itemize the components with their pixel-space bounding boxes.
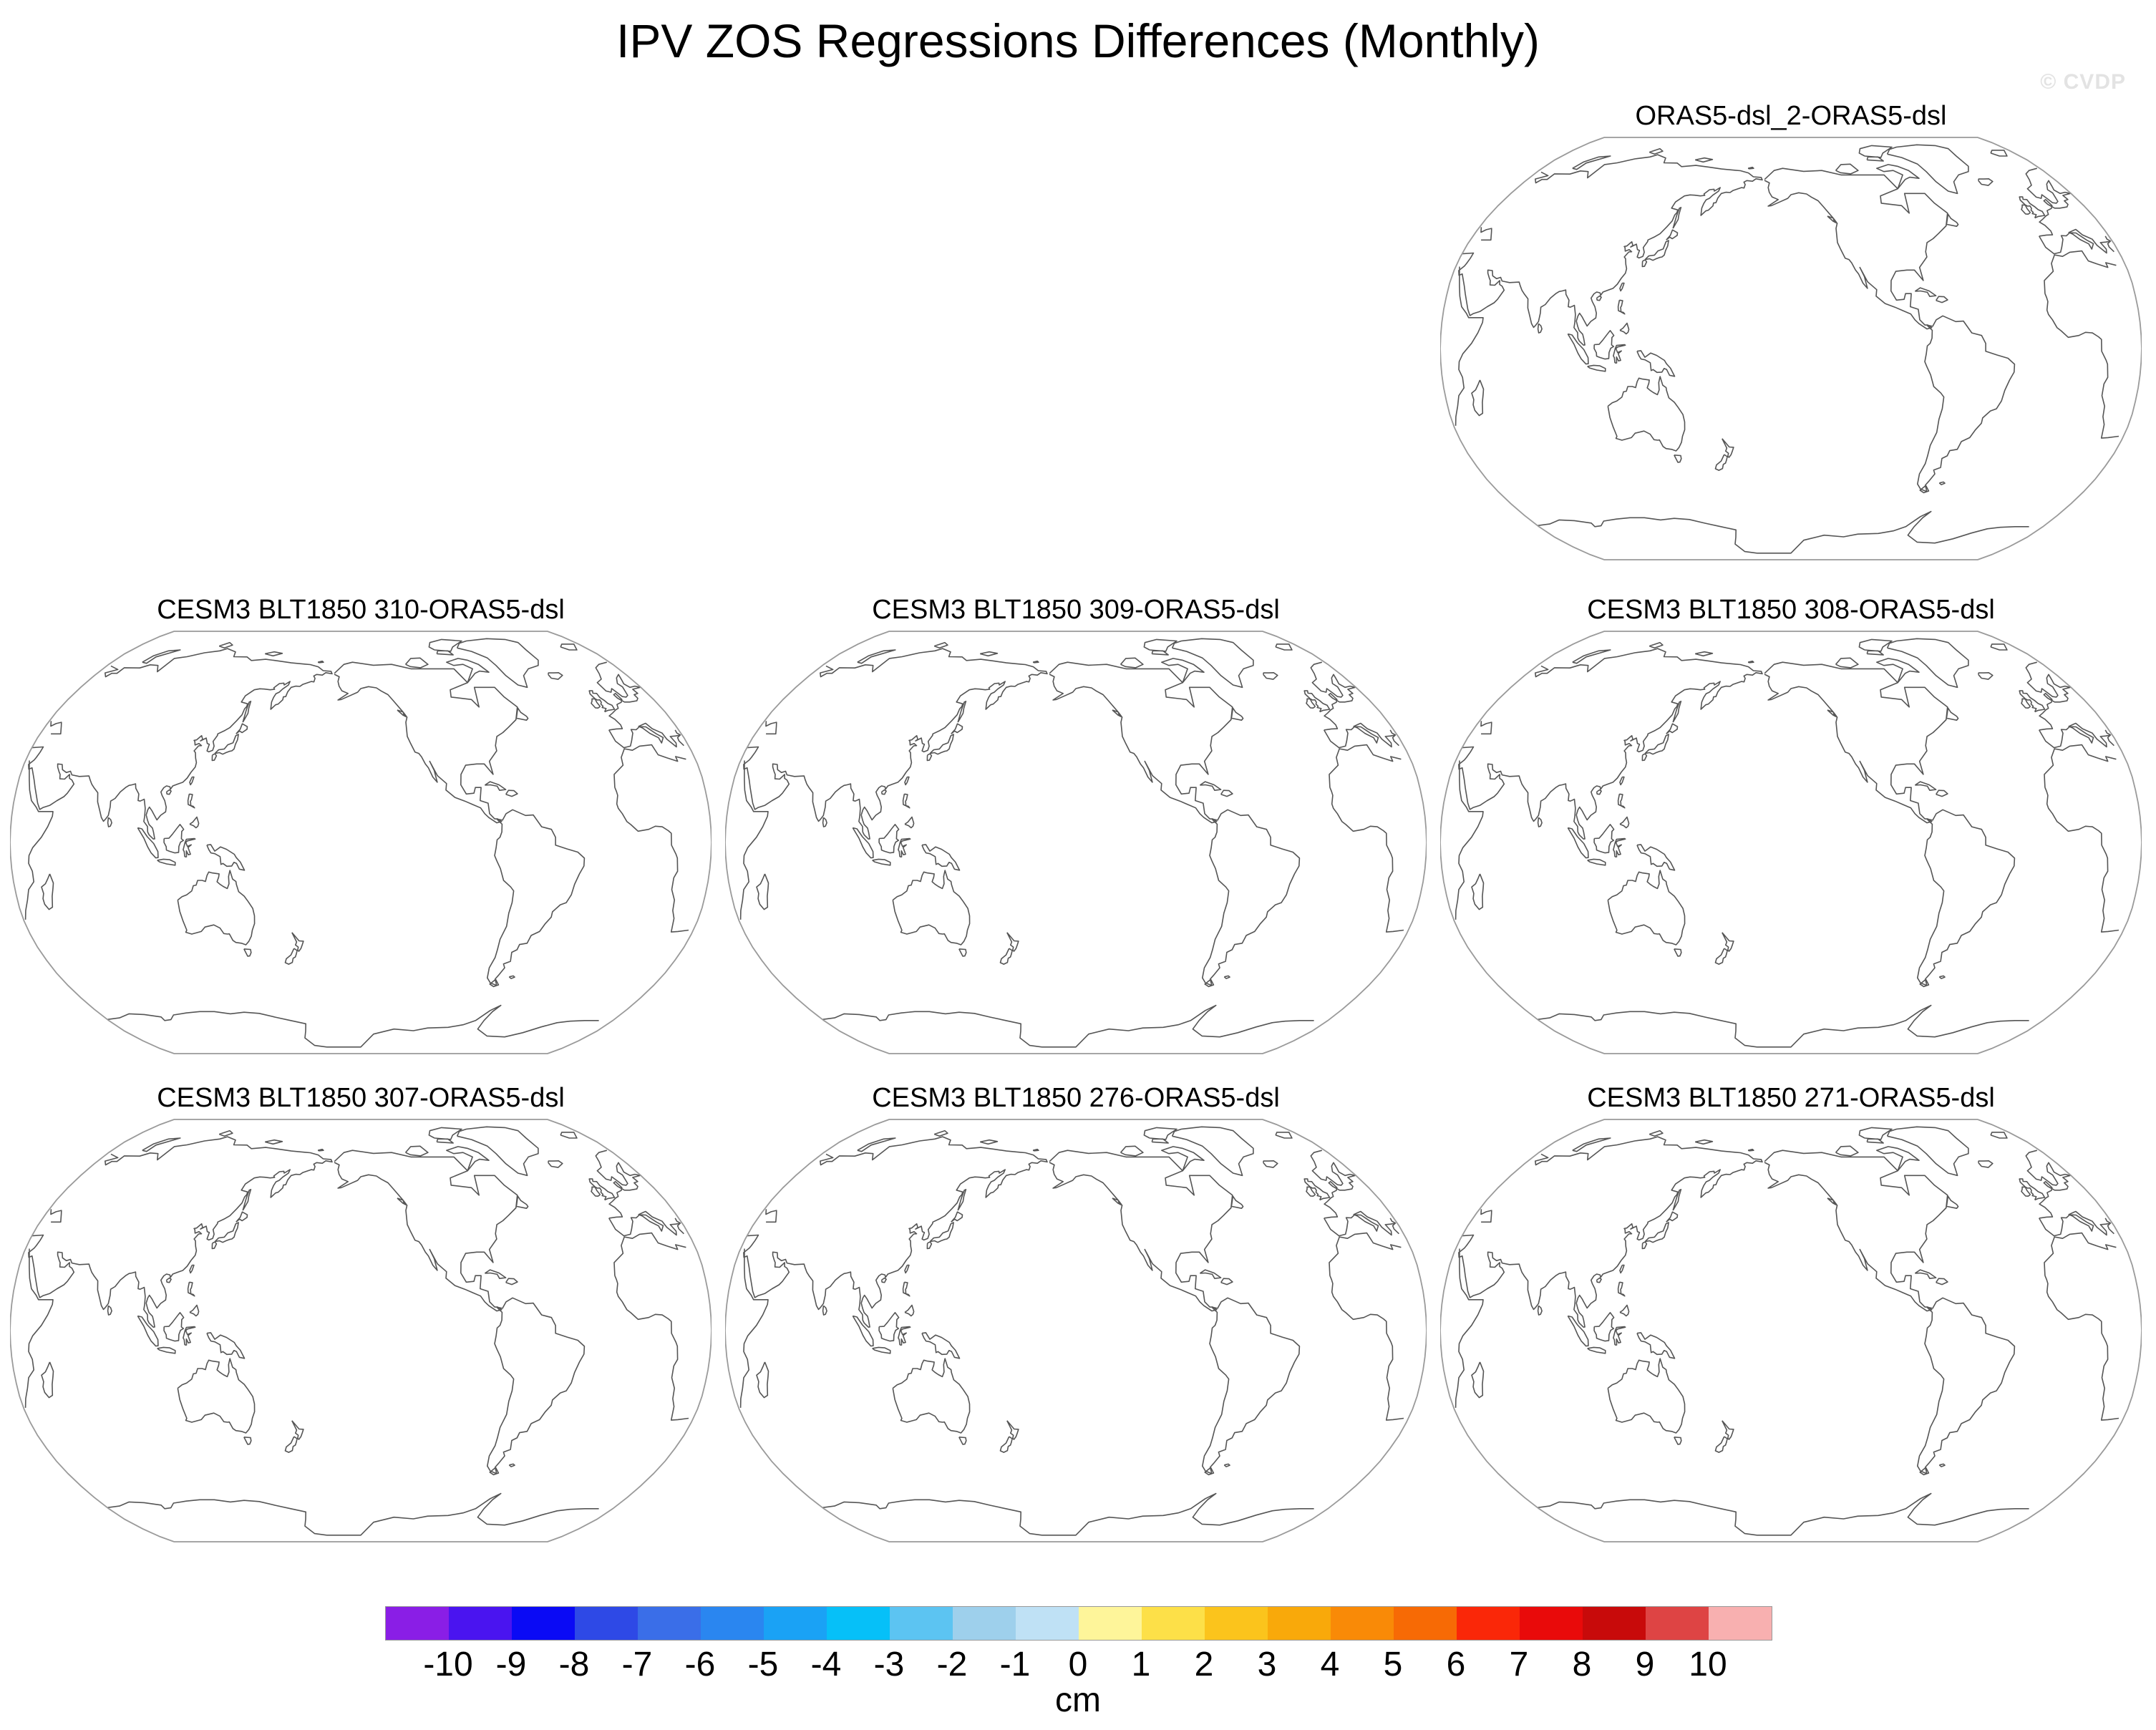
- colorbar-tick-label: -1: [999, 1646, 1031, 1683]
- colorbar-swatch: [890, 1607, 953, 1640]
- map-panel: CESM3 BLT1850 307-ORAS5-dsl: [10, 1082, 712, 1583]
- map-outline: [725, 631, 1427, 1054]
- panel-title: CESM3 BLT1850 276-ORAS5-dsl: [872, 1083, 1280, 1113]
- colorbar-swatch: [449, 1607, 512, 1640]
- figure-title: IPV ZOS Regressions Differences (Monthly…: [616, 14, 1540, 67]
- colorbar-swatch: [1142, 1607, 1205, 1640]
- colorbar-swatch: [1457, 1607, 1520, 1640]
- colorbar-tick-label: -8: [558, 1646, 590, 1683]
- map-outline: [10, 1119, 712, 1542]
- map-panel: CESM3 BLT1850 276-ORAS5-dsl: [725, 1082, 1427, 1583]
- colorbar-tick-label: -7: [621, 1646, 653, 1683]
- colorbar-tick-label: 9: [1635, 1646, 1655, 1683]
- world-map: [725, 1119, 1427, 1542]
- panel-title: CESM3 BLT1850 307-ORAS5-dsl: [157, 1083, 565, 1113]
- colorbar-tick-label: 5: [1383, 1646, 1403, 1683]
- colorbar-swatch: [701, 1607, 764, 1640]
- map-outline: [1440, 631, 2142, 1054]
- colorbar-swatch: [1520, 1607, 1583, 1640]
- map-panel: CESM3 BLT1850 309-ORAS5-dsl: [725, 594, 1427, 1095]
- colorbar-swatch: [764, 1607, 827, 1640]
- colorbar-swatch: [1268, 1607, 1331, 1640]
- colorbar-swatch: [1016, 1607, 1079, 1640]
- coastlines: [24, 1126, 689, 1536]
- map-panel: ORAS5-dsl_2-ORAS5-dsl: [1440, 100, 2142, 601]
- map-panel: CESM3 BLT1850 308-ORAS5-dsl: [1440, 594, 2142, 1095]
- colorbar-swatch: [1205, 1607, 1268, 1640]
- world-map: [725, 631, 1427, 1054]
- colorbar-tick-label: 4: [1320, 1646, 1340, 1683]
- colorbar-swatch: [575, 1607, 638, 1640]
- cvdp-watermark: © CVDP: [2040, 70, 2126, 94]
- colorbar-swatch: [827, 1607, 890, 1640]
- colorbar-tick-label: -4: [810, 1646, 842, 1683]
- map-outline: [1440, 1119, 2142, 1542]
- colorbar-swatch: [512, 1607, 575, 1640]
- colorbar-swatch: [1331, 1607, 1394, 1640]
- coastlines: [739, 1126, 1404, 1536]
- colorbar: [385, 1606, 1772, 1641]
- colorbar-tick-label: 6: [1446, 1646, 1466, 1683]
- world-map: [10, 631, 712, 1054]
- world-map: [10, 1119, 712, 1542]
- colorbar-tick-label: -5: [747, 1646, 779, 1683]
- colorbar-swatch: [386, 1607, 449, 1640]
- colorbar-tick-label: 3: [1257, 1646, 1277, 1683]
- colorbar-swatch: [638, 1607, 701, 1640]
- colorbar-tick-label: 8: [1572, 1646, 1592, 1683]
- colorbar-tick-label: 1: [1131, 1646, 1151, 1683]
- colorbar-units: cm: [1055, 1681, 1101, 1719]
- world-map: [1440, 1119, 2142, 1542]
- colorbar-tick-label: -9: [495, 1646, 527, 1683]
- colorbar-tick-label: -2: [936, 1646, 968, 1683]
- panel-title: CESM3 BLT1850 310-ORAS5-dsl: [157, 595, 565, 625]
- map-outline: [10, 631, 712, 1054]
- colorbar-tick-label: 7: [1509, 1646, 1529, 1683]
- map-panel: CESM3 BLT1850 271-ORAS5-dsl: [1440, 1082, 2142, 1583]
- coastlines: [1455, 1126, 2119, 1536]
- colorbar-swatch: [1394, 1607, 1457, 1640]
- coastlines: [739, 638, 1404, 1048]
- panel-title: CESM3 BLT1850 309-ORAS5-dsl: [872, 595, 1280, 625]
- colorbar-tick-labels: -10 -9 -8 -7 -6 -5 -4 -3 -2 -1 0 1 2 3 4 5 6 7 8 9 10: [0, 1645, 2156, 1688]
- colorbar-tick-label: -3: [873, 1646, 905, 1683]
- colorbar-tick-label: -6: [684, 1646, 716, 1683]
- colorbar-swatch: [1646, 1607, 1709, 1640]
- colorbar-tick-label: 10: [1689, 1646, 1727, 1683]
- coastlines: [1455, 144, 2119, 554]
- map-outline: [725, 1119, 1427, 1542]
- coastlines: [24, 638, 689, 1048]
- world-map: [1440, 631, 2142, 1054]
- colorbar-tick-label: 2: [1194, 1646, 1214, 1683]
- coastlines: [1455, 638, 2119, 1048]
- panel-title: CESM3 BLT1850 271-ORAS5-dsl: [1587, 1083, 1995, 1113]
- panel-title: ORAS5-dsl_2-ORAS5-dsl: [1635, 101, 1947, 131]
- colorbar-swatch: [1079, 1607, 1142, 1640]
- colorbar-swatch: [953, 1607, 1016, 1640]
- panel-title: CESM3 BLT1850 308-ORAS5-dsl: [1587, 595, 1995, 625]
- world-map: [1440, 137, 2142, 560]
- colorbar-tick-label: 0: [1068, 1646, 1088, 1683]
- map-panel: CESM3 BLT1850 310-ORAS5-dsl: [10, 594, 712, 1095]
- map-outline: [1440, 137, 2142, 560]
- colorbar-tick-label: -10: [423, 1646, 473, 1683]
- colorbar-swatch: [1709, 1607, 1772, 1640]
- colorbar-swatch: [1583, 1607, 1646, 1640]
